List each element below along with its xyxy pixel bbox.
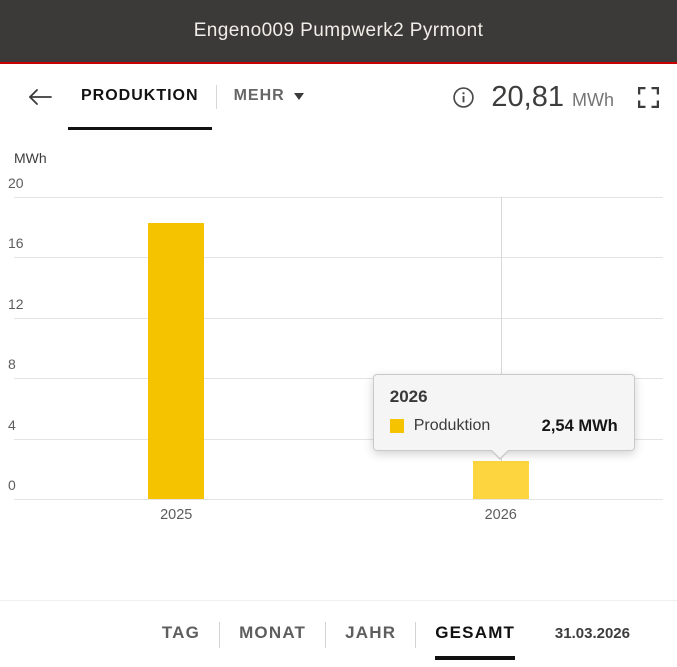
footer-divider	[325, 622, 327, 648]
page-title: Engeno009 Pumpwerk2 Pyrmont	[193, 20, 484, 41]
arrow-left-icon	[29, 89, 52, 105]
footer-bar: TAG MONAT JAHR GESAMT 31.03.2026	[0, 600, 677, 667]
series-swatch	[389, 419, 404, 434]
tab-mehr[interactable]: MEHR	[221, 64, 317, 130]
tab-mehr-label: MEHR	[233, 86, 285, 104]
tooltip-row: Produktion 2,54 MWh	[389, 416, 618, 436]
total-production-value: 20,81 MWh	[491, 81, 614, 114]
tooltip-series-label: Produktion	[413, 417, 491, 435]
toolbar-divider	[215, 85, 217, 109]
gridline	[14, 257, 663, 259]
bar-2025[interactable]	[148, 223, 205, 499]
title-bar: Engeno009 Pumpwerk2 Pyrmont	[0, 0, 677, 62]
x-tick-label: 2025	[160, 507, 193, 523]
toolbar: PRODUKTION MEHR 20,81 MWh	[0, 64, 677, 130]
back-button[interactable]	[12, 64, 68, 130]
chevron-down-icon	[293, 92, 304, 105]
gridline	[14, 317, 663, 319]
gridline	[14, 197, 663, 198]
info-button[interactable]	[452, 86, 475, 109]
y-tick-label: 12	[8, 295, 24, 312]
y-tick-label: 0	[8, 477, 16, 493]
y-tick-label: 16	[8, 235, 24, 252]
fullscreen-button[interactable]	[636, 85, 661, 110]
current-date: 31.03.2026	[554, 625, 630, 642]
tooltip-title: 2026	[389, 386, 428, 406]
range-tabs: TAG MONAT JAHR GESAMT	[0, 601, 677, 660]
chart-region: MWh 0 4 8 12 16 20 2025 2026 2026 Produktion 2,…	[0, 130, 677, 600]
tab-monat[interactable]: MONAT	[239, 623, 307, 642]
tab-tag[interactable]: TAG	[161, 623, 201, 642]
gridline	[14, 499, 663, 500]
plot-area: 0 4 8 12 16 20 2025 2026	[8, 175, 663, 523]
y-tick-label: 4	[8, 416, 16, 433]
bar-2026[interactable]	[472, 460, 529, 499]
y-tick-label: 20	[8, 175, 24, 191]
x-tick-label: 2026	[484, 507, 517, 523]
accent-divider	[0, 62, 677, 64]
tab-jahr[interactable]: JAHR	[345, 623, 397, 642]
tab-produktion-label: PRODUKTION	[81, 86, 199, 104]
info-icon	[453, 86, 475, 108]
y-tick-label: 8	[8, 356, 16, 373]
footer-divider	[219, 622, 221, 648]
tab-produktion[interactable]: PRODUKTION	[68, 64, 212, 130]
chart-tooltip: 2026 Produktion 2,54 MWh	[372, 373, 635, 460]
hover-line	[500, 197, 502, 499]
tab-gesamt[interactable]: GESAMT	[435, 622, 516, 660]
total-number: 20,81	[491, 80, 564, 113]
gridline	[14, 438, 663, 440]
gridline	[14, 378, 663, 380]
footer-divider	[415, 622, 417, 648]
toolbar-right: 20,81 MWh	[452, 64, 677, 130]
fullscreen-icon	[637, 86, 660, 108]
tooltip-value: 2,54 MWh	[541, 416, 618, 435]
y-axis-unit-label: MWh	[14, 150, 47, 166]
total-unit: MWh	[572, 89, 614, 110]
